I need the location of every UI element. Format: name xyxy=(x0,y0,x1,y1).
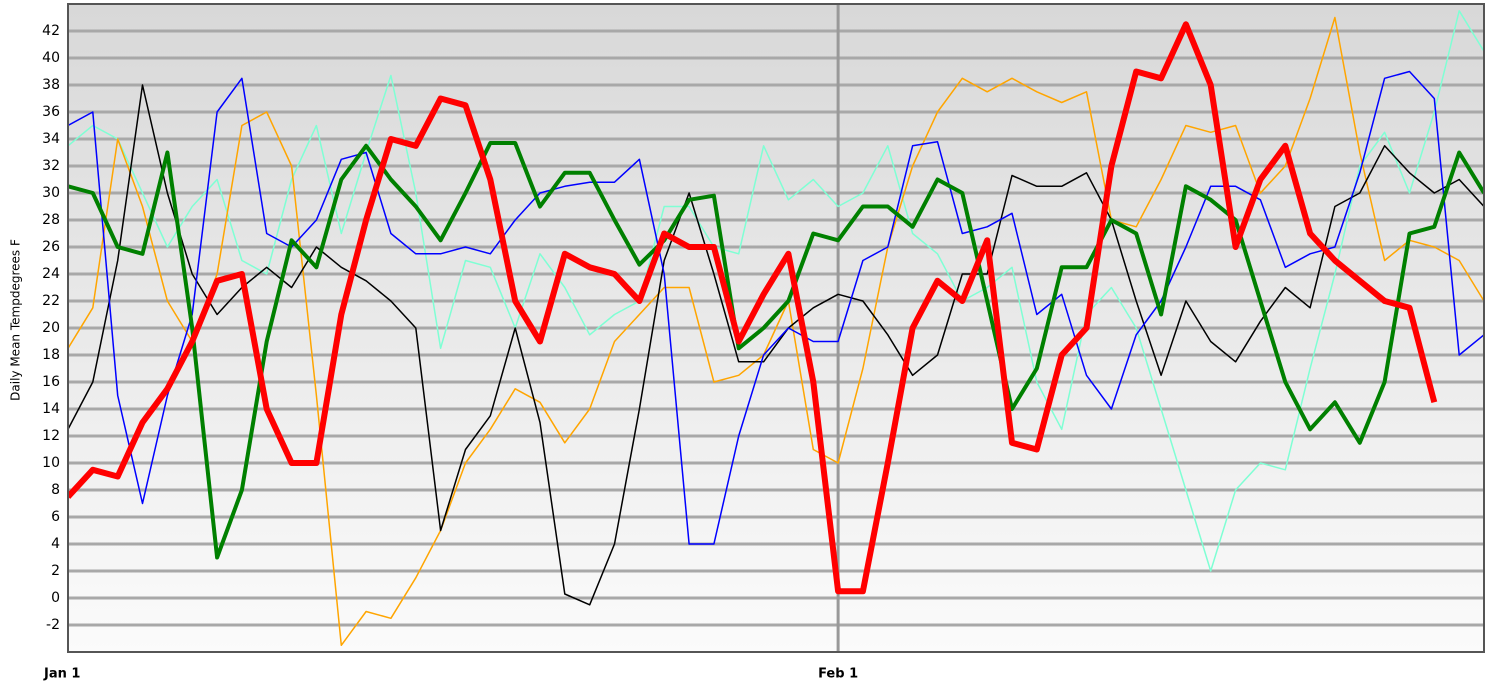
series-line xyxy=(68,141,1484,560)
y-axis-title: Daily Mean Tempdegrees F xyxy=(9,239,23,401)
series-line xyxy=(68,21,1438,595)
y-tick-label: 14 xyxy=(42,401,60,417)
lines xyxy=(68,10,1484,647)
y-tick-label: 34 xyxy=(42,131,60,147)
y-tick-label: 18 xyxy=(42,347,60,363)
y-tick-label: 8 xyxy=(51,482,60,498)
series-line xyxy=(68,16,1484,647)
y-tick-label: 28 xyxy=(42,212,60,228)
y-tick-label: 42 xyxy=(42,23,60,39)
y-tick-label: 38 xyxy=(42,77,60,93)
plot-frame xyxy=(67,3,1485,653)
y-tick-label: 36 xyxy=(42,104,60,120)
y-tick-label: 32 xyxy=(42,158,60,174)
y-tick-label: 20 xyxy=(42,320,60,336)
y-tick-label: -2 xyxy=(46,617,60,633)
series-line xyxy=(68,10,1484,572)
y-tick-label: 30 xyxy=(42,185,60,201)
series-line xyxy=(68,70,1484,545)
y-tick-label: 10 xyxy=(42,455,60,471)
y-tick-label: 0 xyxy=(51,590,60,606)
y-tick-label: 4 xyxy=(51,536,60,552)
x-tick-label: Jan 1 xyxy=(43,667,80,682)
series-line xyxy=(68,84,1484,606)
x-tick-label: Feb 1 xyxy=(818,667,858,682)
y-tick-label: 12 xyxy=(42,428,60,444)
y-tick-label: 2 xyxy=(51,563,60,579)
y-tick-label: 40 xyxy=(42,50,60,66)
y-tick-label: 26 xyxy=(42,239,60,255)
y-tick-label: 22 xyxy=(42,293,60,309)
grid xyxy=(68,4,1484,652)
y-tick-label: 16 xyxy=(42,374,60,390)
y-tick-label: 6 xyxy=(51,509,60,525)
y-tick-label: 24 xyxy=(42,266,60,282)
